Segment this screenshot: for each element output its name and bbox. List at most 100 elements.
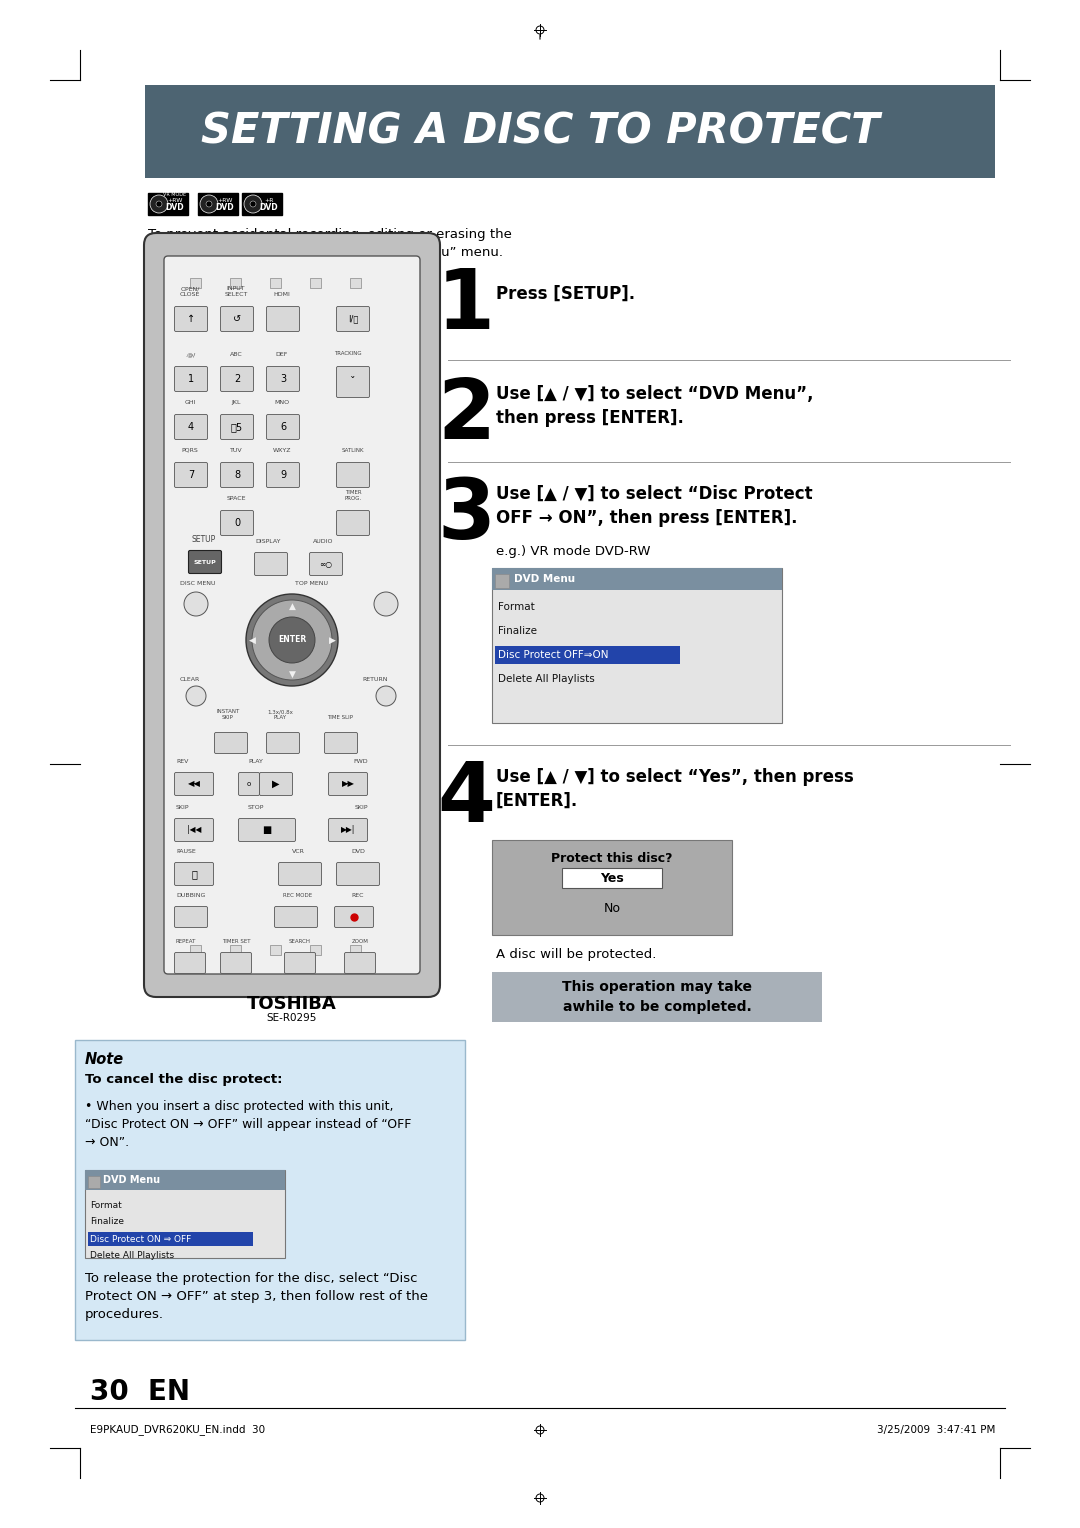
Bar [350,944,361,955]
Text: DVD: DVD [165,203,185,212]
Bar [492,840,732,935]
Text: RETURN: RETURN [363,677,388,681]
Text: To cancel the disc protect:: To cancel the disc protect: [85,1074,283,1086]
Bar [310,278,321,287]
Text: SPACE: SPACE [226,497,246,501]
Text: STOP: STOP [247,805,265,810]
Text: I/⌛: I/⌛ [348,315,359,324]
Text: TRACKING: TRACKING [334,351,362,356]
Text: SKIP: SKIP [354,805,368,810]
Bar [495,575,509,588]
FancyBboxPatch shape [284,952,315,973]
Circle shape [249,202,256,206]
Bar [85,1170,285,1190]
Text: SATLINK: SATLINK [341,448,364,452]
Text: VCR: VCR [292,850,305,854]
Text: TOP MENU: TOP MENU [295,581,328,587]
Text: 7: 7 [188,471,194,480]
FancyBboxPatch shape [337,463,369,487]
Text: TIME SLIP: TIME SLIP [327,715,353,720]
FancyBboxPatch shape [220,414,254,440]
Text: Yes: Yes [600,871,624,885]
FancyBboxPatch shape [239,773,259,796]
FancyBboxPatch shape [175,862,214,886]
Text: AUDIO: AUDIO [313,539,334,544]
Text: INPUT
SELECT: INPUT SELECT [225,286,247,296]
Bar [492,972,822,1022]
Text: ⏸: ⏸ [191,869,197,879]
FancyBboxPatch shape [267,307,299,332]
Text: ◀◀: ◀◀ [188,779,201,788]
FancyBboxPatch shape [175,463,207,487]
Text: • When you insert a disc protected with this unit,
“Disc Protect ON → OFF” will : • When you insert a disc protected with … [85,1100,411,1149]
Text: 8: 8 [234,471,240,480]
Text: ■: ■ [262,825,272,834]
FancyBboxPatch shape [255,553,287,576]
Circle shape [200,196,218,212]
Text: This operation may take
awhile to be completed.: This operation may take awhile to be com… [562,981,752,1013]
FancyBboxPatch shape [328,773,367,796]
Bar [145,86,995,177]
Text: 2: 2 [437,374,495,455]
FancyBboxPatch shape [310,553,342,576]
Text: HDMI: HDMI [273,292,291,296]
FancyBboxPatch shape [144,232,440,996]
Text: Press [SETUP].: Press [SETUP]. [496,286,635,303]
Text: ABC: ABC [230,351,242,358]
Text: TOSHIBA: TOSHIBA [247,995,337,1013]
Text: 6: 6 [280,422,286,432]
Text: e.g.) VR mode DVD-RW: e.g.) VR mode DVD-RW [496,545,650,558]
FancyBboxPatch shape [175,819,214,842]
Text: No: No [604,902,621,914]
Text: DISPLAY: DISPLAY [255,539,281,544]
Text: Use [▲ / ▼] to select “DVD Menu”,
then press [ENTER].: Use [▲ / ▼] to select “DVD Menu”, then p… [496,385,813,426]
FancyBboxPatch shape [220,510,254,535]
Text: ▶: ▶ [328,636,336,645]
Text: TIMER SET: TIMER SET [221,940,251,944]
Text: To release the protection for the disc, select “Disc
Protect ON → OFF” at step 3: To release the protection for the disc, … [85,1271,428,1322]
Text: 1: 1 [437,264,495,345]
FancyBboxPatch shape [267,414,299,440]
Text: OPEN/
CLOSE: OPEN/ CLOSE [179,286,200,296]
Text: Delete All Playlists: Delete All Playlists [90,1251,174,1261]
FancyBboxPatch shape [328,819,367,842]
Text: 1: 1 [188,374,194,384]
Bar [190,944,201,955]
Text: JKL: JKL [231,400,241,405]
Circle shape [252,601,332,680]
Text: Disc Protect ON ⇒ OFF: Disc Protect ON ⇒ OFF [90,1235,191,1244]
Text: 2: 2 [234,374,240,384]
Text: VR MODE: VR MODE [163,193,187,197]
Text: 9: 9 [280,471,286,480]
Circle shape [184,591,208,616]
Text: ⃝5: ⃝5 [231,422,243,432]
Text: To prevent accidental recording, editing or erasing the
titles, you can protect : To prevent accidental recording, editing… [148,228,512,260]
Text: DVD Menu: DVD Menu [514,575,576,584]
Text: 4: 4 [188,422,194,432]
FancyBboxPatch shape [345,952,376,973]
FancyBboxPatch shape [215,732,247,753]
Text: o: o [247,781,252,787]
FancyBboxPatch shape [337,510,369,535]
Text: DISC MENU: DISC MENU [180,581,216,587]
Text: FWD: FWD [353,759,368,764]
FancyBboxPatch shape [220,367,254,391]
Text: Format: Format [90,1201,122,1210]
Text: SKIP: SKIP [176,805,189,810]
Text: ↑: ↑ [187,313,195,324]
Circle shape [376,686,396,706]
Text: .@/: .@/ [185,351,195,358]
Bar [230,278,241,287]
Text: ENTER: ENTER [278,636,306,645]
Text: PQRS: PQRS [181,448,199,452]
Bar [270,944,281,955]
Bar [492,568,782,590]
FancyBboxPatch shape [220,307,254,332]
Bar [87,1232,253,1245]
Bar [87,1177,100,1187]
Text: Finalize: Finalize [498,626,537,636]
Circle shape [206,202,212,206]
Text: +RW: +RW [217,199,232,203]
Text: 3/25/2009  3:47:41 PM: 3/25/2009 3:47:41 PM [877,1426,995,1435]
Text: ∞○: ∞○ [320,559,333,568]
